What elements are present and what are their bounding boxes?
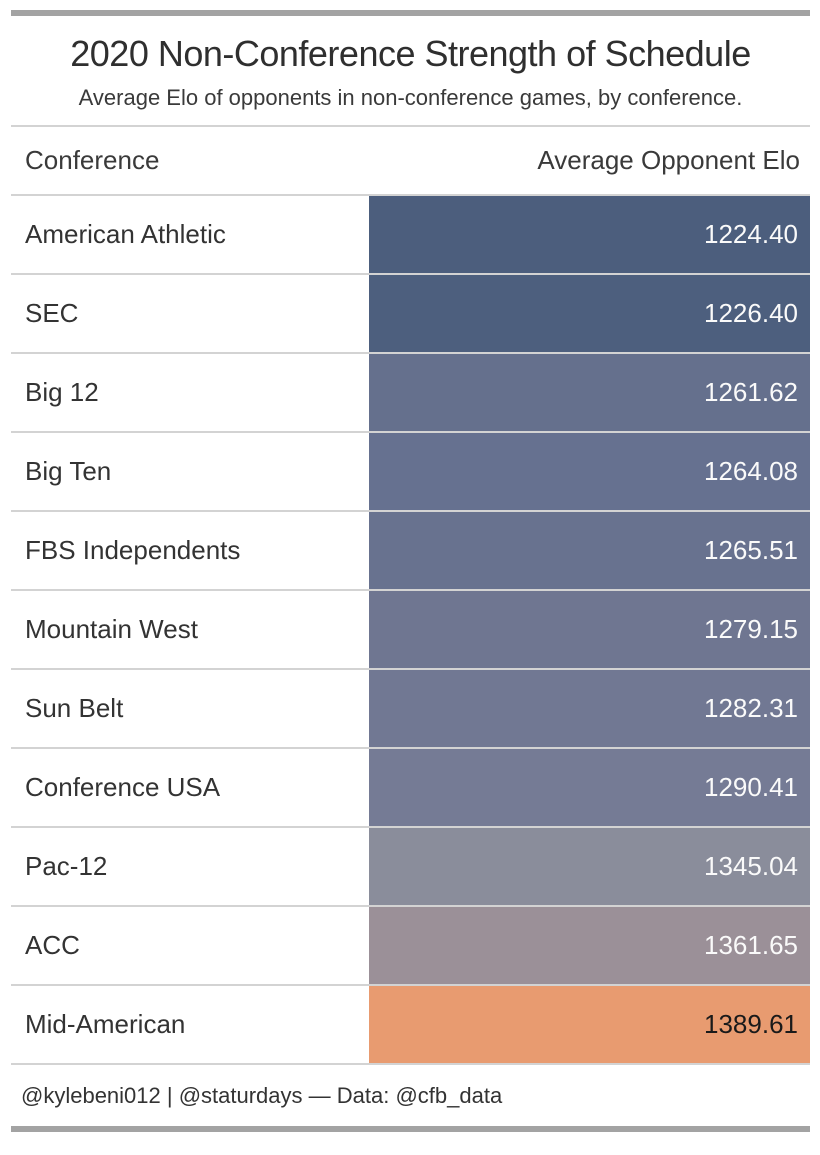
table-heading: 2020 Non-Conference Strength of Schedule…	[11, 16, 810, 127]
table-row: Big 12 1261.62	[11, 354, 810, 433]
elo-cell: 1264.08	[369, 433, 810, 510]
conference-cell: Pac-12	[11, 828, 369, 905]
conference-cell: ACC	[11, 907, 369, 984]
elo-cell: 1389.61	[369, 986, 810, 1063]
table-row: FBS Independents 1265.51	[11, 512, 810, 591]
conference-cell: Big 12	[11, 354, 369, 431]
page-subtitle: Average Elo of opponents in non-conferen…	[78, 85, 743, 110]
table-row: Big Ten 1264.08	[11, 433, 810, 512]
table-footnote: @kylebeni012 | @staturdays — Data: @cfb_…	[21, 1082, 503, 1108]
elo-cell: 1361.65	[369, 907, 810, 984]
elo-cell: 1290.41	[369, 749, 810, 826]
column-header-elo: Average Opponent Elo	[537, 145, 800, 175]
elo-cell: 1282.31	[369, 670, 810, 747]
table-body: American Athletic 1224.40 SEC 1226.40 Bi…	[11, 196, 810, 1065]
elo-cell: 1224.40	[369, 196, 810, 273]
table-row: SEC 1226.40	[11, 275, 810, 354]
elo-cell: 1345.04	[369, 828, 810, 905]
table-row: Mountain West 1279.15	[11, 591, 810, 670]
page-title: 2020 Non-Conference Strength of Schedule	[70, 33, 751, 74]
table-row: American Athletic 1224.40	[11, 196, 810, 275]
conference-cell: FBS Independents	[11, 512, 369, 589]
column-header-conference: Conference	[25, 145, 160, 175]
conference-cell: Conference USA	[11, 749, 369, 826]
table-row: Conference USA 1290.41	[11, 749, 810, 828]
conference-cell: Sun Belt	[11, 670, 369, 747]
table-row: Mid-American 1389.61	[11, 986, 810, 1065]
conference-cell: Mid-American	[11, 986, 369, 1063]
table-row: ACC 1361.65	[11, 907, 810, 986]
table-bottom-border	[11, 1126, 810, 1132]
elo-cell: 1261.62	[369, 354, 810, 431]
conference-cell: Big Ten	[11, 433, 369, 510]
table-row: Pac-12 1345.04	[11, 828, 810, 907]
conference-cell: American Athletic	[11, 196, 369, 273]
conference-cell: Mountain West	[11, 591, 369, 668]
conference-cell: SEC	[11, 275, 369, 352]
elo-cell: 1226.40	[369, 275, 810, 352]
sos-table: 2020 Non-Conference Strength of Schedule…	[11, 10, 810, 1132]
elo-cell: 1265.51	[369, 512, 810, 589]
table-top-border	[11, 10, 810, 16]
column-header-row: Conference Average Opponent Elo	[11, 127, 810, 196]
table-row: Sun Belt 1282.31	[11, 670, 810, 749]
elo-cell: 1279.15	[369, 591, 810, 668]
